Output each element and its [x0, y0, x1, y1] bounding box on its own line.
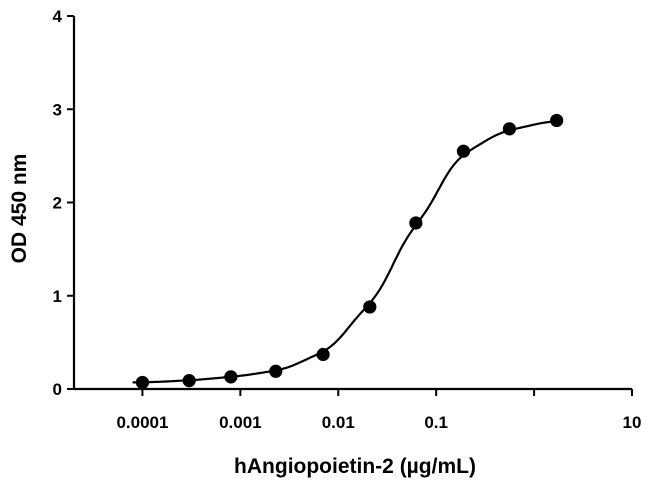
x-axis-label: hAngiopoietin-2 (µg/mL): [234, 455, 476, 478]
x-tick-label: 10: [623, 413, 642, 432]
data-point: [135, 375, 150, 390]
y-tick-label: 1: [53, 287, 62, 306]
data-point: [269, 364, 283, 378]
x-tick-label: 0.01: [322, 413, 355, 432]
data-points: [135, 113, 564, 390]
y-tick-label: 4: [53, 7, 63, 26]
y-ticks: 0 1 2 3 4: [53, 7, 74, 399]
y-tick-label: 3: [53, 100, 62, 119]
data-point: [224, 370, 238, 384]
data-point: [316, 347, 330, 362]
data-point: [550, 113, 564, 128]
fit-curve: [132, 120, 559, 384]
y-tick-label: 2: [53, 194, 62, 213]
data-point: [363, 300, 377, 314]
data-point: [182, 374, 196, 388]
data-point: [502, 122, 517, 136]
x-tick-label: 0.1: [424, 413, 448, 432]
x-tick-label: 0.001: [219, 413, 262, 432]
data-point: [456, 144, 471, 158]
data-point: [409, 216, 423, 230]
y-axis-label: OD 450 nm: [8, 154, 31, 264]
x-ticks: 0.0001 0.001 0.01 0.1 10: [116, 389, 641, 432]
x-tick-label: 0.0001: [116, 413, 168, 432]
y-tick-label: 0: [53, 380, 62, 399]
